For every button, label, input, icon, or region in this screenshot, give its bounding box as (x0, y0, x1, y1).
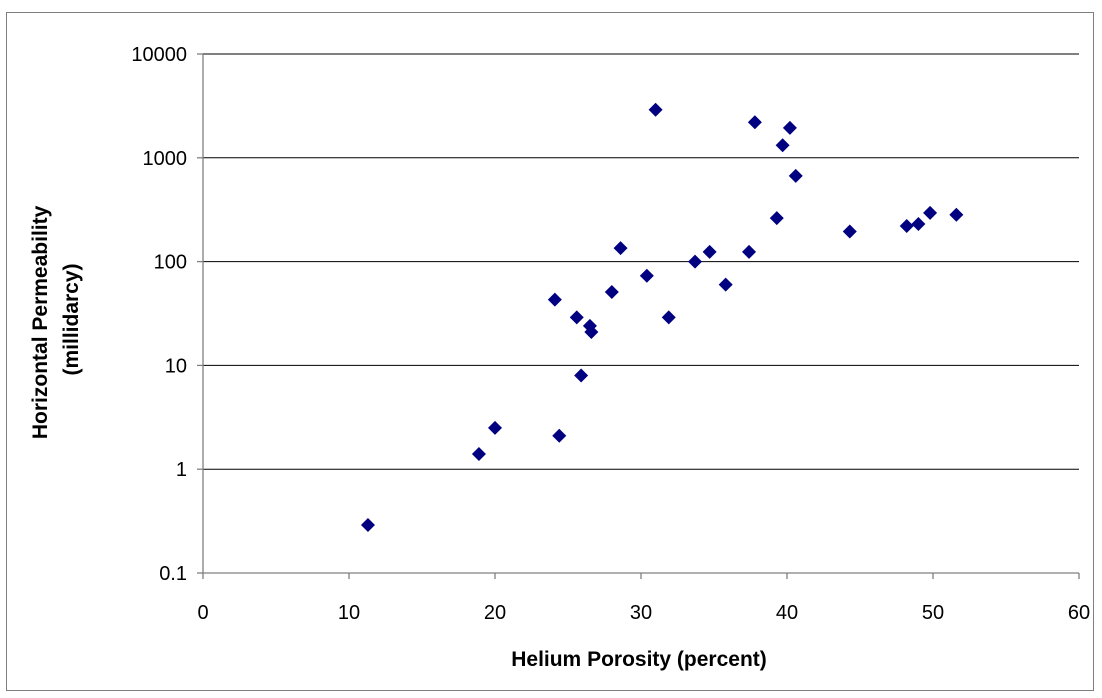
x-axis-title: Helium Porosity (percent) (511, 648, 767, 671)
y-tick-label: 1 (176, 459, 187, 481)
data-point (648, 102, 663, 117)
data-point (911, 217, 926, 232)
y-tick-label: 10 (165, 355, 187, 377)
data-point (899, 219, 914, 234)
data-point (842, 224, 857, 239)
x-tick-label: 60 (1068, 602, 1090, 624)
x-axis-ticks: 0 10 20 30 40 50 60 (197, 573, 1090, 624)
data-point (782, 120, 797, 135)
data-point (471, 447, 486, 462)
data-point (613, 241, 628, 256)
data-point (574, 368, 589, 383)
data-points (360, 102, 964, 533)
gridlines (203, 53, 1079, 470)
data-point (718, 277, 733, 292)
data-point (488, 420, 502, 435)
y-axis-title-line-1: Horizontal Permeability (29, 205, 52, 439)
x-tick-label: 40 (776, 602, 798, 624)
data-point (775, 138, 790, 153)
y-tick-label: 10000 (131, 44, 187, 66)
data-point (569, 310, 584, 325)
y-axis-ticks: 0.1 1 10 100 1000 10000 (131, 44, 203, 585)
data-point (949, 207, 964, 222)
y-tick-label: 1000 (143, 148, 188, 170)
data-point (788, 168, 803, 183)
data-point (547, 292, 562, 307)
x-tick-label: 20 (484, 602, 506, 624)
x-tick-label: 0 (197, 602, 208, 624)
chart-frame (6, 12, 1094, 691)
x-tick-label: 10 (338, 602, 360, 624)
y-tick-label: 0.1 (159, 563, 187, 585)
data-point (747, 115, 762, 130)
y-axis-title-line-2: (millidarcy) (60, 263, 83, 375)
data-point (360, 518, 375, 533)
data-point (604, 284, 619, 299)
data-point (639, 268, 654, 283)
axes (202, 54, 1079, 574)
data-point (661, 310, 676, 325)
data-point (742, 244, 757, 259)
data-point (923, 205, 938, 220)
y-axis-title: Horizontal Permeability (millidarcy) (29, 200, 83, 439)
y-tick-label: 100 (154, 252, 187, 274)
x-tick-label: 30 (630, 602, 652, 624)
data-point (702, 244, 717, 259)
data-point (584, 324, 599, 339)
data-point (552, 428, 567, 443)
data-point (688, 254, 703, 269)
x-tick-label: 50 (922, 602, 944, 624)
data-point (769, 211, 784, 226)
